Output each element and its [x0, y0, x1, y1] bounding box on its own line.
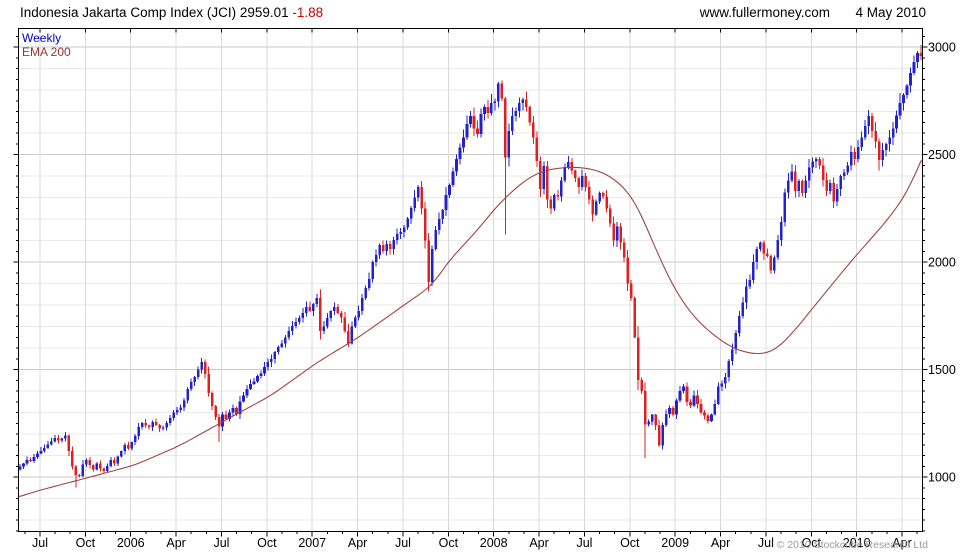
svg-text:Oct: Oct — [802, 536, 822, 550]
svg-text:2008: 2008 — [480, 536, 508, 550]
svg-text:Jul: Jul — [213, 536, 229, 550]
price-change: -1.88 — [292, 5, 324, 20]
x-axis-labels: Jul Oct 2006 Apr Jul Oct 2007 Apr Jul Oct 2008 Apr J… — [32, 536, 912, 550]
svg-text:2007: 2007 — [298, 536, 326, 550]
svg-text:1500: 1500 — [928, 363, 956, 377]
legend-ema-label: EMA 200 — [22, 45, 71, 59]
legend-weekly-label: Weekly — [22, 31, 62, 45]
svg-text:Oct: Oct — [257, 536, 277, 550]
svg-text:Jul: Jul — [576, 536, 592, 550]
svg-text:Apr: Apr — [892, 536, 911, 550]
website-url: www.fullermoney.com — [699, 5, 830, 20]
svg-text:3000: 3000 — [928, 41, 956, 55]
ema-line — [18, 160, 923, 497]
svg-text:Jul: Jul — [395, 536, 411, 550]
svg-text:Jul: Jul — [758, 536, 774, 550]
svg-text:Jul: Jul — [32, 536, 48, 550]
svg-text:Apr: Apr — [711, 536, 730, 550]
svg-text:2500: 2500 — [928, 148, 956, 162]
svg-text:Apr: Apr — [348, 536, 367, 550]
svg-text:2009: 2009 — [661, 536, 689, 550]
svg-text:1000: 1000 — [928, 471, 956, 485]
y-axis-labels: 1000 1500 2000 2500 3000 — [928, 41, 956, 485]
chart-header: Indonesia Jakarta Comp Index (JCI) 2959.… — [20, 5, 323, 20]
chart-date: 4 May 2010 — [855, 5, 926, 20]
copyright-notice: © 2010 Stockcube Research Ltd — [776, 539, 928, 551]
svg-text:Oct: Oct — [76, 536, 96, 550]
svg-text:Apr: Apr — [166, 536, 185, 550]
svg-text:Oct: Oct — [620, 536, 640, 550]
svg-text:Apr: Apr — [529, 536, 548, 550]
instrument-title: Indonesia Jakarta Comp Index (JCI) 2959.… — [20, 5, 289, 20]
gridlines-minor — [18, 68, 923, 521]
svg-text:Oct: Oct — [439, 536, 459, 550]
plot-border — [13, 28, 928, 537]
gridlines-vertical — [39, 28, 903, 532]
svg-text:2010: 2010 — [843, 536, 871, 550]
svg-text:2000: 2000 — [928, 256, 956, 270]
svg-text:2006: 2006 — [117, 536, 145, 550]
